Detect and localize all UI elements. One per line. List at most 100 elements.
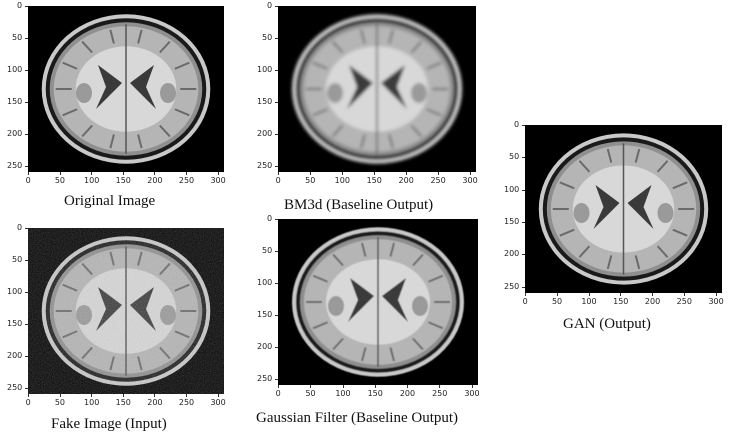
x-tick-label: 0 <box>522 297 528 306</box>
y-tick-label: 50 <box>12 32 23 42</box>
y-tick-mark <box>275 219 278 220</box>
x-tick-mark <box>525 293 526 296</box>
y-tick-label: 100 <box>504 184 520 194</box>
x-tick-mark <box>59 172 61 175</box>
x-tick-mark <box>186 394 188 397</box>
y-tick-label: 100 <box>257 277 273 287</box>
y-tick-label: 100 <box>257 64 273 74</box>
y-tick-mark <box>275 101 278 103</box>
x-tick-mark <box>217 172 219 175</box>
x-tick-mark <box>588 293 590 296</box>
y-tick-mark <box>25 259 28 261</box>
y-tick-mark <box>25 69 28 71</box>
x-tick-mark <box>620 293 622 296</box>
x-tick-label: 250 <box>676 297 692 306</box>
mri-image <box>525 125 722 293</box>
y-tick-mark <box>522 286 525 288</box>
caption-bm3d: BM3d (Baseline Output) <box>284 197 434 213</box>
mri-image <box>278 6 476 172</box>
y-tick-label: 200 <box>7 128 23 138</box>
y-tick-label: 150 <box>257 96 273 106</box>
x-tick-label: 0 <box>25 176 31 185</box>
x-tick-label: 50 <box>54 176 65 185</box>
x-tick-label: 100 <box>581 297 597 306</box>
x-tick-label: 0 <box>25 398 31 407</box>
x-tick-mark <box>310 385 312 388</box>
x-tick-label: 50 <box>305 389 316 398</box>
y-tick-mark <box>25 101 28 103</box>
y-tick-label: 250 <box>504 281 520 291</box>
y-tick-mark <box>275 282 278 284</box>
caption-fake: Fake Image (Input) <box>51 416 167 432</box>
x-tick-label: 0 <box>275 176 281 185</box>
y-tick-label: 0 <box>17 223 23 232</box>
y-tick-label: 150 <box>7 96 23 106</box>
y-tick-mark <box>25 228 28 229</box>
x-tick-label: 200 <box>147 176 163 185</box>
x-tick-mark <box>28 172 29 175</box>
y-tick-label: 150 <box>504 216 520 226</box>
x-tick-mark <box>28 394 29 397</box>
y-tick-mark <box>275 346 278 348</box>
x-tick-mark <box>439 385 441 388</box>
y-tick-mark <box>275 133 278 135</box>
x-tick-label: 300 <box>462 176 478 185</box>
y-tick-mark <box>275 69 278 71</box>
y-tick-label: 250 <box>257 373 273 383</box>
mri-image <box>28 6 224 172</box>
x-tick-mark <box>91 394 93 397</box>
x-tick-label: 150 <box>115 176 131 185</box>
x-tick-label: 200 <box>398 176 414 185</box>
y-tick-mark <box>25 355 28 357</box>
y-tick-mark <box>275 314 278 316</box>
y-tick-label: 50 <box>262 245 273 255</box>
x-tick-mark <box>154 172 156 175</box>
x-tick-mark <box>278 385 279 388</box>
y-tick-label: 200 <box>7 350 23 360</box>
x-tick-label: 200 <box>399 389 416 398</box>
x-tick-mark <box>556 293 558 296</box>
y-tick-label: 250 <box>257 160 273 170</box>
y-tick-mark <box>275 250 278 252</box>
x-tick-label: 250 <box>430 176 446 185</box>
caption-gaussian: Gaussian Filter (Baseline Output) <box>256 410 459 426</box>
x-tick-mark <box>715 293 717 296</box>
y-tick-mark <box>25 6 28 7</box>
y-tick-label: 250 <box>7 382 23 392</box>
caption-original: Original Image <box>64 193 156 209</box>
x-tick-label: 300 <box>210 176 226 185</box>
y-tick-mark <box>275 378 278 380</box>
x-tick-label: 50 <box>54 398 65 407</box>
y-tick-label: 150 <box>7 318 23 328</box>
x-tick-label: 200 <box>644 297 661 306</box>
x-tick-mark <box>341 172 343 175</box>
x-tick-label: 100 <box>84 176 100 185</box>
y-tick-label: 50 <box>12 254 23 264</box>
x-tick-mark <box>122 172 124 175</box>
y-tick-mark <box>25 291 28 293</box>
x-tick-label: 100 <box>334 176 350 185</box>
y-tick-label: 0 <box>514 120 520 129</box>
x-tick-mark <box>469 172 471 175</box>
x-tick-label: 150 <box>613 297 629 306</box>
x-tick-mark <box>471 385 473 388</box>
y-tick-mark <box>522 189 525 191</box>
x-tick-label: 100 <box>335 389 351 398</box>
x-tick-label: 200 <box>147 398 163 407</box>
x-tick-label: 150 <box>115 398 131 407</box>
x-tick-label: 50 <box>551 297 563 306</box>
y-tick-label: 100 <box>7 286 23 296</box>
y-tick-mark <box>25 387 28 389</box>
x-tick-label: 150 <box>366 176 382 185</box>
y-tick-label: 50 <box>262 32 273 42</box>
x-tick-label: 150 <box>367 389 383 398</box>
x-tick-mark <box>59 394 61 397</box>
y-tick-label: 200 <box>504 249 520 259</box>
x-tick-mark <box>278 172 279 175</box>
x-tick-label: 250 <box>178 176 195 185</box>
x-tick-mark <box>309 172 311 175</box>
y-tick-mark <box>522 157 525 159</box>
y-tick-label: 150 <box>257 309 273 319</box>
x-tick-mark <box>407 385 409 388</box>
y-tick-mark <box>275 6 278 7</box>
